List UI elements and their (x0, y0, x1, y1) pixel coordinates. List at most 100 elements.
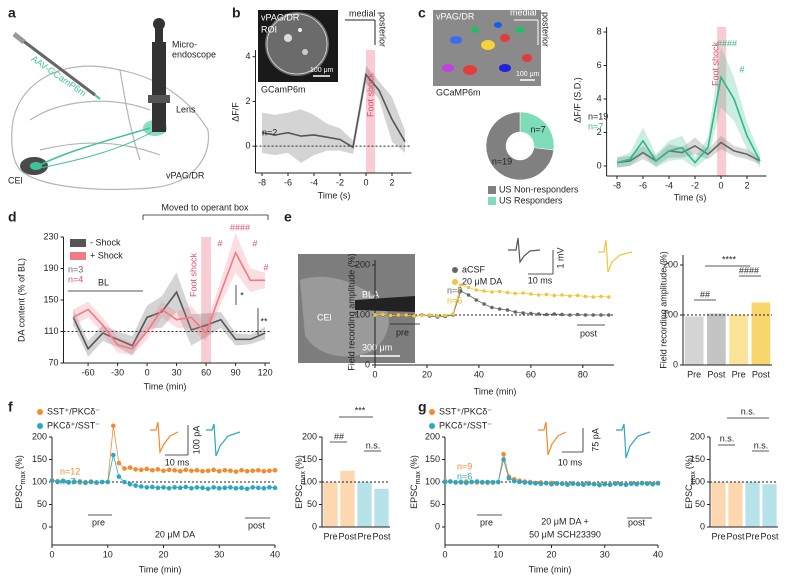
trace-inset (150, 237, 651, 459)
annotation: n=12 (60, 466, 80, 476)
y-axis-label: DA content (% of BL) (16, 258, 26, 342)
x-tick-label: 40 (270, 549, 280, 559)
diagram-label: AAV-GCamP6m (29, 53, 87, 98)
diagram-label: CEl (8, 175, 23, 185)
x-axis-label: Time (min) (529, 564, 572, 574)
y-tick-label: 230 (43, 231, 58, 241)
y-tick-label: 150 (425, 454, 440, 464)
data-point (655, 481, 661, 486)
data-point (505, 308, 510, 312)
data-point (591, 295, 596, 299)
data-point (419, 313, 424, 318)
x-tick-label: -2 (691, 180, 699, 190)
x-tick-label: 120 (258, 367, 273, 377)
x-tick-label: 0 (718, 180, 723, 190)
data-point (412, 314, 416, 318)
annotation: # (252, 238, 257, 248)
annotation: # (263, 262, 268, 272)
data-point (88, 479, 94, 485)
x-tick-label: Pre (711, 531, 725, 541)
y-axis-label-sub: max (690, 471, 697, 485)
y-axis-label-sub: max (300, 471, 307, 485)
x-tick-label: 0 (145, 367, 150, 377)
series-line (72, 290, 266, 351)
legend-swatch (488, 197, 496, 205)
annotation: Foot shock (710, 41, 720, 86)
x-tick-label: Post (726, 531, 745, 541)
data-point (464, 480, 469, 486)
image-label: 100 μm (516, 71, 540, 78)
annotation: 50 μM SCH23390 (529, 529, 601, 539)
bar (707, 313, 726, 365)
data-point (568, 313, 572, 317)
annotation: pre (92, 517, 105, 527)
data-point (144, 466, 150, 472)
data-point (607, 313, 611, 317)
series-line (616, 141, 761, 164)
y-axis-label-unit: (%) (14, 455, 24, 469)
y-axis-label: EPSCmax (%) (294, 455, 306, 509)
y-tick-label: 50 (430, 499, 440, 509)
y-tick-label: 0 (597, 160, 602, 170)
y-axis-label: ΔF/F (S.D.) (572, 77, 582, 123)
y-axis-label: ΔF/F (230, 102, 240, 122)
annotation: n.s. (741, 406, 756, 416)
image-label: 100 μm (310, 67, 334, 74)
data-point (244, 468, 250, 474)
image-label: ROI (261, 24, 277, 34)
x-tick-label: Pre (732, 369, 746, 379)
annotation: n.s. (720, 433, 735, 443)
mouse-brain-sketch (11, 18, 210, 191)
annotation: n=6 (447, 295, 462, 305)
legend-label: SST⁺/PKCδ⁻ (439, 406, 492, 416)
data-point (77, 479, 83, 484)
data-point (490, 305, 494, 310)
data-point (583, 313, 588, 317)
data-point (155, 467, 161, 472)
annotation: 10 ms (558, 457, 583, 467)
annotation: pre (480, 517, 493, 527)
x-tick-label: Post (760, 531, 779, 541)
x-tick-label: 10 (103, 549, 113, 559)
x-tick-label: 80 (578, 369, 588, 379)
x-tick-label: Pre (745, 531, 759, 541)
annotation: n=19 (588, 111, 608, 121)
y-tick-label: 50 (37, 499, 47, 509)
y-tick-label: 200 (690, 431, 705, 441)
x-axis-label: Time (s) (318, 190, 351, 200)
annotation: post (580, 328, 598, 338)
x-tick-label: -2 (336, 177, 344, 187)
data-point (536, 312, 541, 316)
data-point (586, 481, 592, 487)
legend-swatch (452, 279, 458, 285)
data-point (166, 486, 172, 491)
data-point (568, 294, 572, 298)
data-point (583, 294, 588, 299)
data-point (183, 467, 189, 473)
data-point (575, 293, 580, 298)
shade (201, 237, 211, 363)
data-point (272, 468, 278, 473)
x-tick-label: Pre (687, 369, 701, 379)
diagram-label: vPAG/DR (166, 170, 205, 180)
x-tick-label: 0 (442, 549, 447, 559)
y-tick-label: 100 (355, 309, 370, 319)
data-point (650, 481, 655, 487)
series-line (51, 425, 276, 484)
y-axis-label-unit: (%) (294, 455, 304, 469)
panel-label: a (8, 5, 16, 21)
x-tick-label: Post (707, 369, 726, 379)
y-tick-label: 100 (663, 309, 678, 319)
data-point (521, 311, 525, 315)
data-point (216, 486, 222, 491)
y-tick-label: 200 (425, 431, 440, 441)
x-axis-label: Time (s) (674, 192, 707, 202)
legend-label: + Shock (90, 250, 123, 260)
data-point (388, 313, 393, 318)
y-axis-label-main: EPSC (684, 484, 694, 509)
legend-label: - Shock (90, 237, 121, 247)
y-axis-label: EPSCmax (%) (14, 455, 26, 509)
data-point (373, 313, 377, 317)
data-point (261, 468, 267, 474)
data-point (453, 480, 458, 485)
